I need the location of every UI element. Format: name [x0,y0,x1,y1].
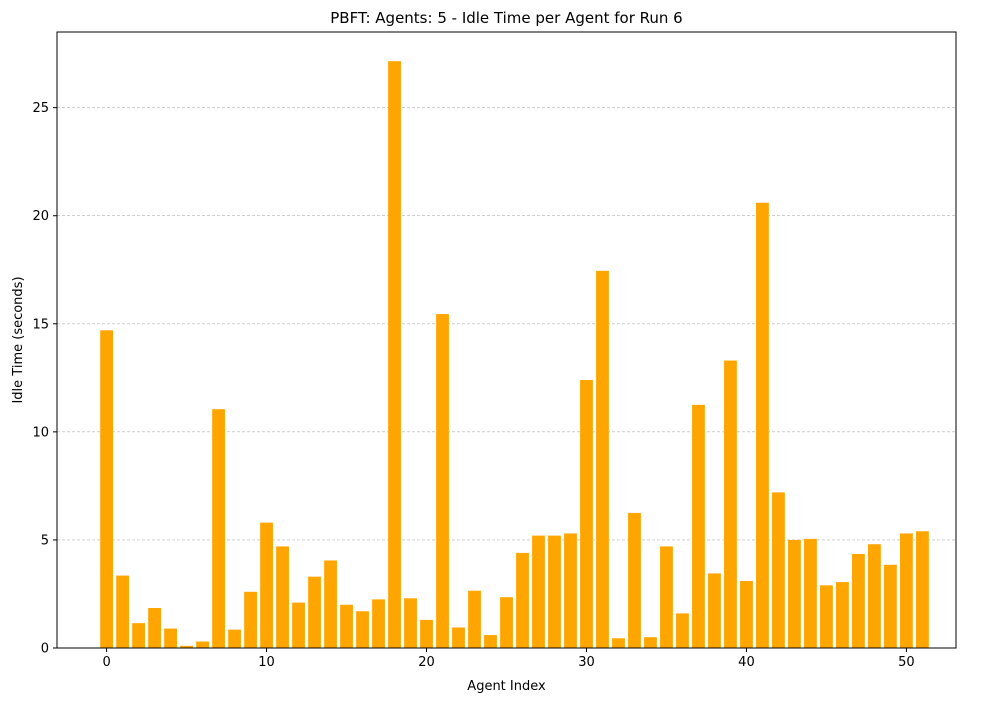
bar [452,627,465,648]
x-tick-label: 10 [258,655,275,670]
bar [484,635,497,648]
x-tick-label: 30 [578,655,595,670]
bar [596,270,609,648]
bar [756,202,769,649]
bar [420,619,433,648]
x-tick-label: 40 [738,655,755,670]
grid-lines [57,107,956,541]
bar [836,582,849,648]
x-tick-label: 50 [898,655,915,670]
y-tick-label: 0 [41,642,49,657]
bar [276,546,289,648]
bar [676,613,689,648]
bar [180,645,193,648]
bar [308,576,321,648]
y-tick-label: 15 [32,317,49,332]
bar [356,611,369,648]
bar [548,535,561,648]
chart-title: PBFT: Agents: 5 - Idle Time per Agent fo… [330,9,682,27]
bar [500,597,513,648]
bar [740,580,753,648]
bar [724,360,737,648]
bar [884,564,897,648]
bar [852,553,865,648]
bar [644,637,657,648]
bar [468,590,481,648]
bar [612,638,625,648]
bar [516,552,529,648]
bar [628,512,641,648]
bar [804,538,817,648]
bar [788,539,801,648]
bar [388,61,401,648]
bar [660,546,673,648]
x-axis-label: Agent Index [467,679,546,694]
bar [900,533,913,648]
bar [340,604,353,648]
bar [324,560,337,648]
y-axis-label: Idle Time (seconds) [11,276,26,403]
bar [228,629,241,648]
bar [772,492,785,648]
bar [580,379,593,648]
bar [868,544,881,648]
bar [212,409,225,648]
bar [148,608,161,648]
bar [196,641,209,648]
bar [916,531,929,648]
bar [564,533,577,648]
bar [404,598,417,648]
bar [532,535,545,648]
bars [100,61,929,649]
y-tick-label: 25 [32,101,49,116]
bar [132,623,145,648]
y-tick-label: 5 [41,533,49,548]
bar [820,585,833,648]
bar [116,575,129,648]
bar [164,628,177,648]
bar [292,602,305,648]
axis-ticks: 0 10 20 30 40 50 0 5 10 15 20 25 [32,101,914,670]
bar [372,599,385,648]
bar [436,314,449,648]
y-tick-label: 20 [32,209,49,224]
y-tick-label: 10 [32,425,49,440]
x-tick-label: 0 [102,655,110,670]
bar [692,404,705,648]
bar [260,522,273,648]
bar [708,573,721,648]
x-tick-label: 20 [418,655,435,670]
bar [244,591,257,648]
bar [100,330,113,648]
plot-frame [56,31,957,649]
